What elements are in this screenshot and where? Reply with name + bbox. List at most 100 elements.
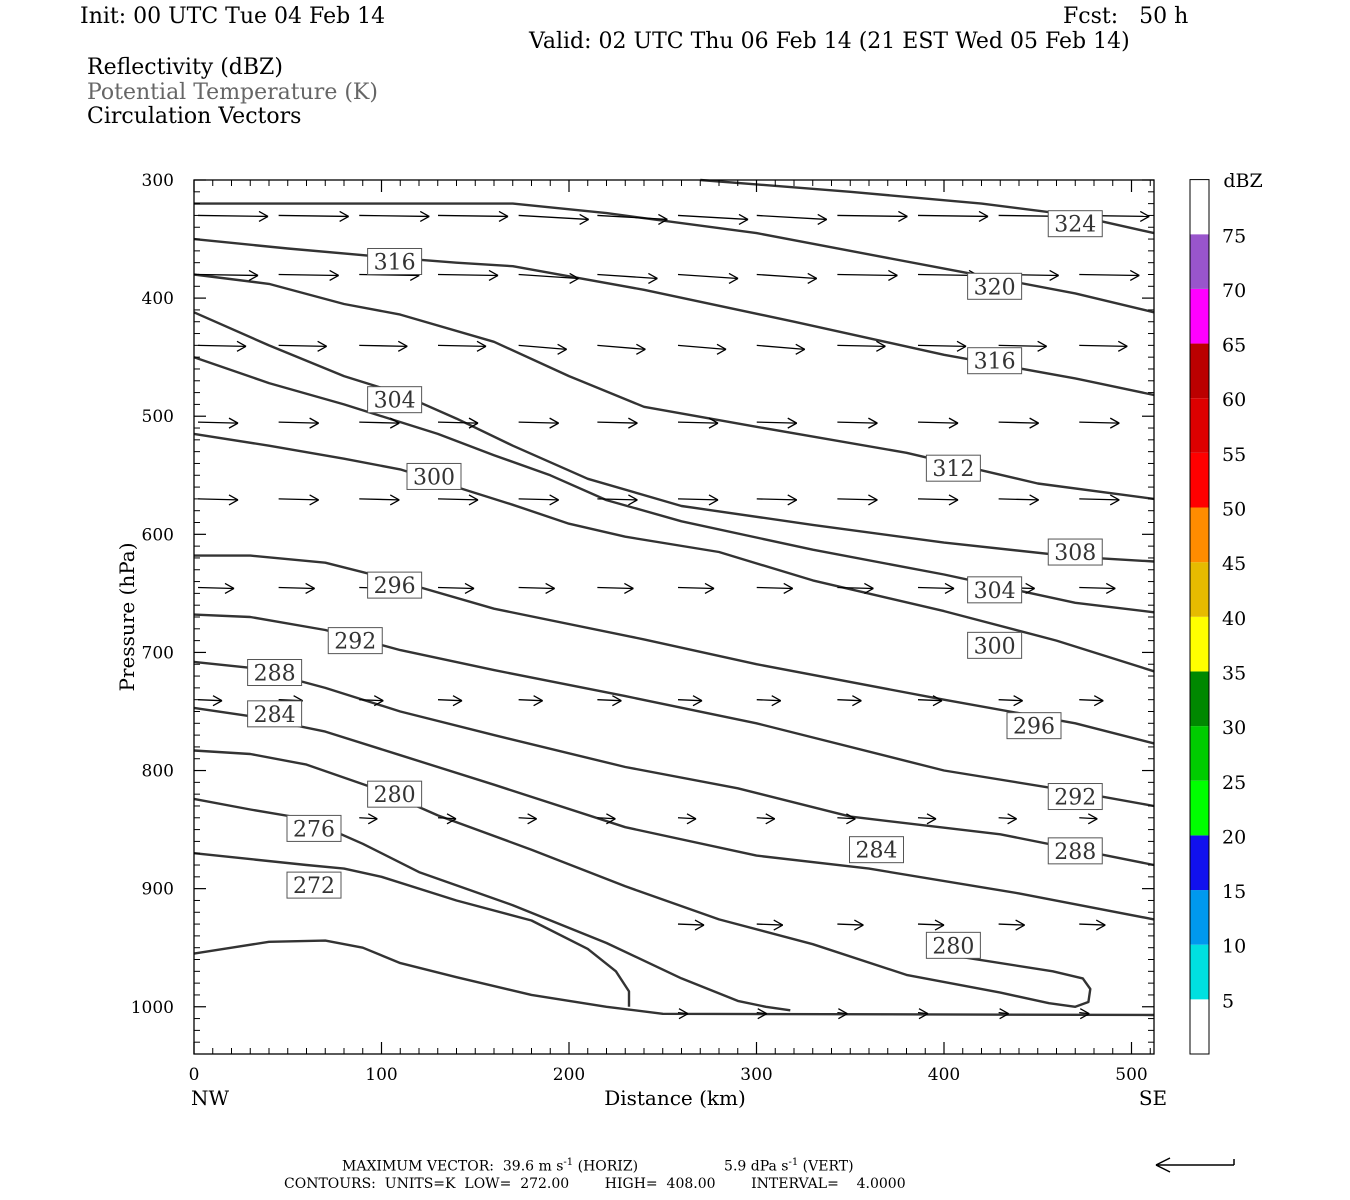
vector-head-lower xyxy=(999,1013,1009,1020)
vector-head-lower xyxy=(694,924,705,931)
vector-shaft xyxy=(597,699,622,702)
vector-shaft xyxy=(1079,817,1098,820)
vector-head-upper xyxy=(236,340,247,347)
vector-head-lower xyxy=(624,587,634,595)
vector-7-5 xyxy=(756,813,776,825)
vector-head-upper xyxy=(944,582,955,590)
colorbar-segment-13 xyxy=(1190,288,1209,344)
vector-shaft xyxy=(756,421,797,424)
vector-head-upper xyxy=(678,1008,689,1015)
contour-label-box-3 xyxy=(967,347,1023,375)
vector-shaft xyxy=(278,498,319,501)
vector-4-9 xyxy=(917,494,959,506)
vector-shaft xyxy=(437,498,479,501)
contour-label-304: 304 xyxy=(974,579,1016,604)
colorbar-label-35: 35 xyxy=(1222,662,1246,684)
vector-head-upper xyxy=(708,494,719,501)
vector-shaft xyxy=(597,214,668,221)
vector-head-upper xyxy=(704,582,715,590)
vector-0-5 xyxy=(597,213,668,226)
vector-head-lower xyxy=(678,1013,689,1020)
vector-head-upper xyxy=(339,210,349,218)
vector-shaft xyxy=(998,1012,1009,1015)
theta-contours xyxy=(193,178,1155,1017)
contour-labels: 324 320 316 316 312 308 304 304 300 300 296 296 292 2… xyxy=(247,210,1103,959)
x-right-label: SE xyxy=(1139,1086,1167,1110)
vector-head-upper xyxy=(838,1008,848,1015)
contour-label-316: 316 xyxy=(974,350,1016,375)
y-tick-label-300: 300 xyxy=(142,171,174,191)
vector-head-lower xyxy=(224,587,235,595)
vector-shaft xyxy=(197,421,239,424)
vector-2-10 xyxy=(998,340,1047,352)
valid-time: Valid: 02 UTC Thu 06 Feb 14 (21 EST Wed … xyxy=(529,29,1130,54)
vector-2-1 xyxy=(278,340,327,352)
vector-head-upper xyxy=(248,269,259,277)
vector-shaft xyxy=(998,699,1023,702)
vector-head-upper xyxy=(1007,813,1017,820)
vector-head-lower xyxy=(686,818,697,825)
vector-head-upper xyxy=(1109,494,1120,501)
colorbar-segment-12 xyxy=(1190,343,1209,399)
vector-shaft xyxy=(677,498,719,501)
vector-shaft xyxy=(197,498,239,501)
vector-shaft xyxy=(756,1012,767,1015)
vector-shaft xyxy=(197,273,259,277)
vector-3-1 xyxy=(278,417,319,429)
vector-shaft xyxy=(756,699,781,702)
colorbar-segment-9 xyxy=(1190,507,1209,563)
vector-head-lower xyxy=(339,215,349,223)
vector-shaft xyxy=(1079,1012,1090,1015)
vector-head-lower xyxy=(397,345,408,352)
contour-label-284: 284 xyxy=(254,703,296,728)
vector-head-upper xyxy=(738,213,749,221)
theta-contour-292-12 xyxy=(193,613,1155,808)
vector-shaft xyxy=(756,817,775,820)
vector-shaft xyxy=(518,273,579,280)
vector-head-upper xyxy=(309,417,319,424)
vector-head-lower xyxy=(373,700,384,707)
vector-head-upper xyxy=(854,919,864,926)
vector-6-11 xyxy=(1079,695,1104,707)
vector-shaft xyxy=(917,699,943,702)
vector-1-0 xyxy=(197,269,259,282)
vector-shaft xyxy=(359,214,430,218)
contour-label-box-13 xyxy=(1047,783,1103,811)
vector-head-upper xyxy=(452,695,463,702)
vector-head-lower xyxy=(704,587,715,595)
vector-head-lower xyxy=(389,422,400,429)
contour-label-280: 280 xyxy=(374,783,416,808)
vector-head-upper xyxy=(557,343,567,350)
vector-shaft xyxy=(677,421,719,424)
vector-1-4 xyxy=(518,272,579,285)
vector-1-6 xyxy=(677,272,739,285)
vector-head-lower xyxy=(888,274,898,282)
contour-label-box-7 xyxy=(967,576,1023,604)
vector-head-upper xyxy=(926,813,937,820)
vector-7-8 xyxy=(998,813,1017,825)
vector-3-8 xyxy=(837,417,878,429)
axis-ticks: 300 400 500 600 700 800 900 1000 0 100 200 300 400 50… xyxy=(131,171,1154,1085)
vector-6-3 xyxy=(437,695,463,707)
vector-head-upper xyxy=(686,813,697,820)
vector-head-upper xyxy=(1093,695,1104,702)
vector-9-0 xyxy=(677,1008,689,1020)
colorbar-label-40: 40 xyxy=(1222,608,1246,630)
vector-head-lower xyxy=(549,499,559,506)
vector-shaft xyxy=(998,923,1025,926)
colorbar-label-55: 55 xyxy=(1222,444,1246,466)
vector-shaft xyxy=(998,344,1047,348)
vector-5-3 xyxy=(437,582,475,595)
x-tick-label-0: 0 xyxy=(189,1065,200,1085)
vector-head-lower xyxy=(258,215,269,223)
vector-head-upper xyxy=(898,210,908,218)
vector-3-11 xyxy=(1079,417,1120,429)
reference-vector-arrow xyxy=(1155,1157,1235,1173)
vector-shaft xyxy=(437,214,509,218)
vector-head-lower xyxy=(468,499,479,506)
colorbar-segment-3 xyxy=(1190,835,1209,891)
vector-shaft xyxy=(1079,344,1128,348)
vector-head-lower xyxy=(409,274,420,282)
vector-4-11 xyxy=(1079,494,1120,506)
vector-head-lower xyxy=(228,499,239,506)
